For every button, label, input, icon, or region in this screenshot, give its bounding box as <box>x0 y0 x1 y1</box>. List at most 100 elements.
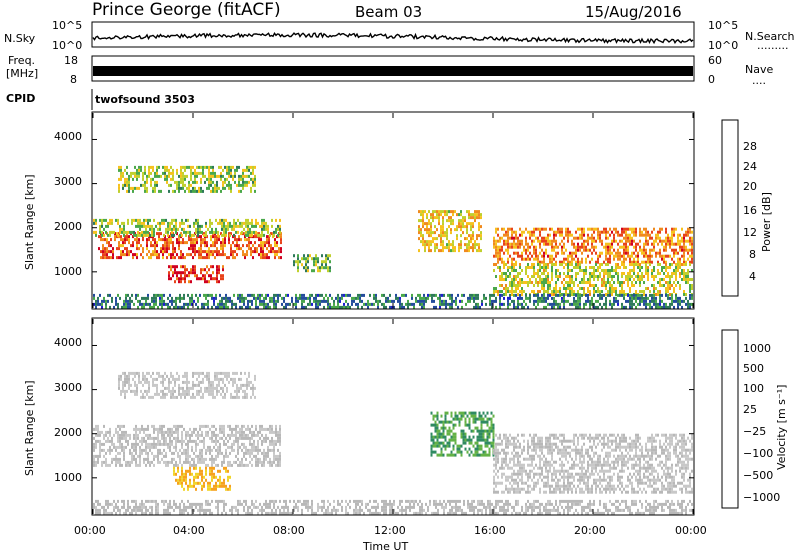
velocity-echoes-cell <box>269 457 271 461</box>
power-echoes-cell <box>151 227 153 231</box>
power-echoes-cell <box>130 171 132 175</box>
velocity-echoes-cell <box>215 436 217 440</box>
power-echoes-cell <box>601 296 603 300</box>
velocity-echoes-cell <box>164 392 166 396</box>
power-echoes-cell <box>595 284 597 287</box>
power-echoes-cell <box>635 299 637 303</box>
velocity-echoes-cell <box>157 460 159 464</box>
velocity-echoes-cell <box>203 457 205 461</box>
velocity-echoes-cell <box>444 447 447 451</box>
power-echoes-cell <box>601 278 603 281</box>
power-echoes-cell <box>649 257 651 261</box>
power-echoes-cell <box>631 242 633 246</box>
power-echoes-cell <box>685 281 687 284</box>
power-echoes-cell <box>136 177 138 181</box>
velocity-echoes-cell <box>184 371 186 375</box>
velocity-echoes-cell <box>233 439 235 443</box>
power-echoes-cell <box>184 189 186 193</box>
power-echoes-cell <box>202 256 204 260</box>
velocity-echoes-cell <box>255 427 257 431</box>
power-echoes-cell <box>274 256 276 260</box>
power-echoes-cell <box>232 177 234 181</box>
power-echoes-cell <box>541 236 543 240</box>
velocity-echoes-cell <box>208 371 210 375</box>
power-echoes-cell <box>555 299 557 303</box>
velocity-echoes-cell <box>212 380 214 384</box>
power-echoes-cell <box>625 293 627 296</box>
velocity-echoes-cell <box>456 414 459 418</box>
power-echoes-cell <box>269 233 271 237</box>
power-echoes-cell <box>432 237 434 241</box>
power-echoes-cell <box>257 305 259 309</box>
power-echoes-cell <box>545 281 547 284</box>
velocity-echoes-cell <box>134 380 136 384</box>
velocity-echoes-cell <box>265 427 267 431</box>
velocity-echoes-cell <box>206 377 208 381</box>
power-echoes-cell <box>677 257 679 261</box>
power-echoes-cell <box>547 254 549 258</box>
beam-title: Beam 03 <box>355 3 422 21</box>
power-echoes-cell <box>178 174 180 178</box>
power-echoes-cell <box>472 243 474 247</box>
power-echoes-cell <box>553 245 555 249</box>
power-echoes-cell <box>162 244 164 248</box>
power-echoes-cell <box>263 221 265 225</box>
velocity-echoes-cell <box>219 478 221 482</box>
velocity-echoes-cell <box>109 427 111 431</box>
power-echoes-cell <box>415 299 417 303</box>
power-echoes-cell <box>513 242 515 246</box>
power-echoes-cell <box>426 213 428 217</box>
power-echoes-cell <box>661 299 663 303</box>
power-echoes-cell <box>276 241 278 245</box>
power-echoes-cell <box>685 239 687 243</box>
power-echoes-cell <box>144 171 146 175</box>
power-echoes-cell <box>251 293 253 297</box>
velocity-echoes-cell <box>125 439 127 443</box>
power-echoes-cell <box>345 293 347 297</box>
power-echoes-cell <box>448 216 450 220</box>
power-echoes-cell <box>645 227 647 231</box>
velocity-echoes-cell <box>201 469 203 473</box>
power-echoes-cell <box>313 296 315 300</box>
power-echoes-cell <box>597 266 599 269</box>
power-echoes-cell <box>214 238 216 242</box>
power-echoes-cell <box>537 227 539 231</box>
power-echoes-cell <box>659 263 661 266</box>
power-echoes-cell <box>631 239 633 243</box>
velocity-echoes-cell <box>438 435 441 439</box>
power-echoes-cell <box>637 257 639 261</box>
power-echoes-cell <box>559 305 561 309</box>
power-echoes-cell <box>422 234 424 238</box>
power-echoes-cell <box>583 269 585 272</box>
power-echoes-cell <box>689 236 691 240</box>
power-echoes-cell <box>200 177 202 181</box>
power-echoes-cell <box>625 251 627 255</box>
power-echoes-cell <box>637 278 639 281</box>
power-echoes-cell <box>509 290 511 293</box>
velocity-echoes-cell <box>211 487 213 491</box>
velocity-echoes-cell <box>147 442 149 446</box>
velocity-echoes-cell <box>213 457 215 461</box>
velocity-echoes-cell <box>444 438 447 442</box>
power-echoes-cell <box>297 299 299 303</box>
power-echoes-cell <box>633 278 635 281</box>
velocity-echoes-cell <box>133 445 135 449</box>
power-echoes-cell <box>260 238 262 242</box>
power-echoes-cell <box>128 238 130 242</box>
velocity-echoes-cell <box>164 377 166 381</box>
velocity-echoes-cell <box>177 439 179 443</box>
power-echoes-cell <box>663 254 665 258</box>
velocity-echoes-cell <box>121 436 123 440</box>
velocity-echoes-cell <box>231 427 233 431</box>
power-echoes-cell <box>103 233 105 237</box>
power-echoes-cell <box>229 221 231 225</box>
velocity-echoes-cell <box>263 454 265 458</box>
power-echoes-cell <box>98 235 100 239</box>
power-echoes-cell <box>527 281 529 284</box>
velocity-echoes-cell <box>139 454 141 458</box>
power-echoes-cell <box>513 305 515 309</box>
velocity-echoes-cell <box>146 380 148 384</box>
power-echoes-cell <box>297 269 299 273</box>
power-echoes-cell <box>445 302 447 306</box>
velocity-echoes-cell <box>224 371 226 375</box>
